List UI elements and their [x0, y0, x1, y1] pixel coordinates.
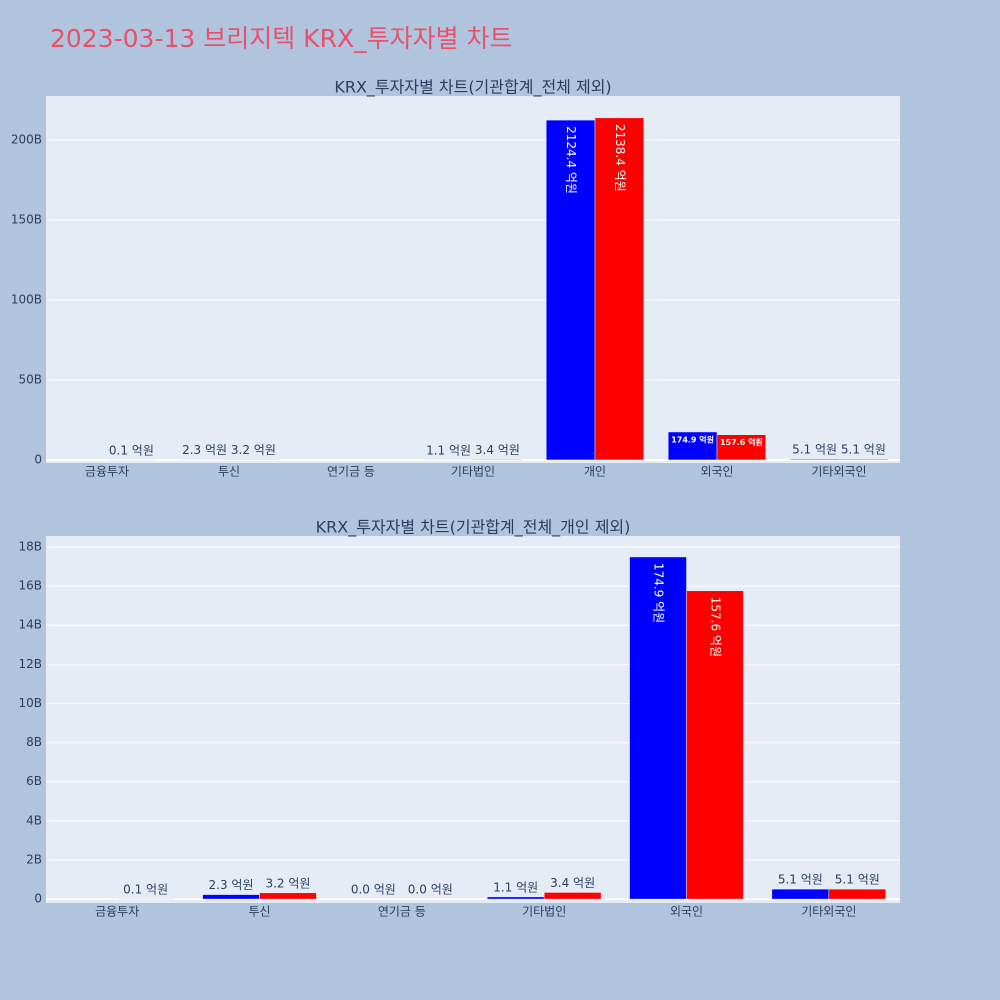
y-tick-label: 8B — [26, 735, 42, 749]
value-label: 5.1 억원 — [792, 443, 837, 457]
y-tick-label: 0 — [34, 452, 42, 466]
value-label: 2.3 억원 — [209, 878, 254, 892]
x-tick-label: 금융투자 — [85, 465, 129, 479]
y-tick-label: 14B — [18, 618, 42, 632]
value-label: 2124.4 억원 — [564, 126, 578, 194]
bar — [828, 888, 887, 900]
bar — [259, 892, 317, 900]
value-label: 3.4 억원 — [550, 876, 595, 890]
bar — [472, 459, 523, 461]
x-tick-label: 금융투자 — [95, 905, 139, 919]
chart-title: KRX_투자자별 차트(기관합계_전체 제외) — [334, 78, 611, 98]
bar — [228, 459, 279, 461]
x-tick-label: 투신 — [218, 465, 240, 479]
value-label: 2138.4 억원 — [613, 124, 627, 192]
value-label: 174.9 억원 — [652, 563, 666, 623]
bar — [594, 117, 645, 461]
x-tick-label: 기타외국인 — [811, 465, 866, 479]
x-tick-label: 기타법인 — [451, 465, 495, 479]
y-tick-label: 12B — [18, 657, 42, 671]
value-label: 5.1 억원 — [835, 873, 880, 887]
y-tick-label: 16B — [18, 579, 42, 593]
x-tick-label: 연기금 등 — [378, 905, 426, 919]
bar — [686, 590, 744, 900]
page-title: 2023-03-13 브리지텍 KRX_투자자별 차트 — [50, 24, 513, 53]
value-label: 0.1 억원 — [123, 882, 168, 896]
value-label: 0.0 억원 — [351, 883, 396, 897]
value-label: 3.2 억원 — [231, 443, 276, 457]
value-label: 2.3 억원 — [182, 443, 227, 457]
bar — [716, 434, 767, 461]
bar — [545, 119, 596, 461]
value-label: 3.2 억원 — [265, 876, 310, 890]
x-tick-label: 기타법인 — [522, 905, 566, 919]
value-label: 0.1 억원 — [109, 443, 154, 457]
value-label: 5.1 억원 — [841, 443, 886, 457]
x-tick-label: 기타외국인 — [801, 905, 856, 919]
value-label: 157.6 억원 — [720, 437, 763, 447]
bar — [789, 458, 840, 461]
x-tick-label: 투신 — [248, 905, 270, 919]
plot-area — [46, 536, 900, 903]
value-label: 1.1 억원 — [493, 880, 538, 894]
value-label: 174.9 억원 — [671, 434, 714, 444]
x-tick-label: 개인 — [584, 465, 606, 479]
plot-area — [46, 96, 900, 463]
value-label: 3.4 억원 — [475, 443, 520, 457]
value-label: 5.1 억원 — [778, 873, 823, 887]
value-label: 0.0 억원 — [408, 883, 453, 897]
x-tick-label: 외국인 — [700, 465, 733, 479]
y-tick-label: 50B — [18, 372, 42, 386]
x-tick-label: 외국인 — [670, 905, 703, 919]
y-tick-label: 2B — [26, 852, 42, 866]
y-tick-label: 150B — [11, 212, 42, 226]
bar — [202, 894, 260, 900]
y-tick-label: 0 — [34, 892, 42, 906]
bar — [543, 892, 602, 900]
chart-title: KRX_투자자별 차트(기관합계_전체_개인 제외) — [316, 518, 631, 538]
x-tick-label: 연기금 등 — [327, 465, 375, 479]
value-label: 157.6 억원 — [708, 597, 722, 657]
bar — [771, 888, 830, 900]
y-tick-label: 4B — [26, 813, 42, 827]
y-tick-label: 18B — [18, 539, 42, 553]
y-tick-label: 200B — [11, 132, 42, 146]
bar — [838, 458, 889, 461]
y-tick-label: 100B — [11, 292, 42, 306]
bar — [486, 896, 545, 900]
y-tick-label: 10B — [18, 696, 42, 710]
y-tick-label: 6B — [26, 774, 42, 788]
value-label: 1.1 억원 — [426, 443, 471, 457]
